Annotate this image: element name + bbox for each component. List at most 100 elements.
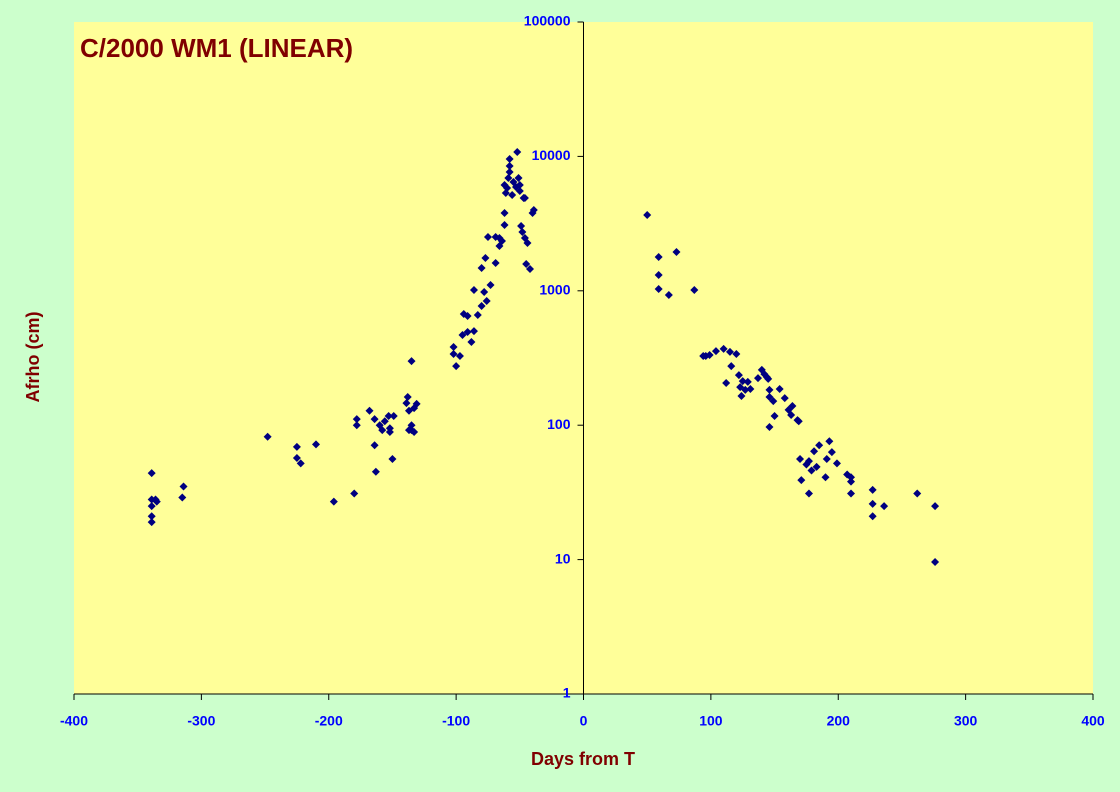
x-tick-label: 400: [1081, 713, 1105, 729]
point: [352, 421, 361, 430]
point: [503, 183, 512, 192]
point: [722, 379, 731, 388]
point: [517, 222, 526, 231]
point: [643, 211, 652, 220]
point: [480, 288, 489, 297]
y-tick-label: 100: [547, 416, 571, 432]
point: [483, 233, 492, 242]
y-tick-label: 10: [555, 550, 571, 566]
point: [296, 459, 305, 468]
point: [812, 462, 821, 471]
y-tick-label: 10000: [532, 147, 571, 163]
point: [482, 297, 491, 306]
point: [746, 384, 755, 393]
point: [497, 236, 506, 245]
point: [463, 312, 472, 321]
point: [832, 459, 841, 468]
point: [486, 281, 495, 290]
point: [371, 467, 380, 476]
point: [452, 362, 461, 371]
point: [388, 455, 397, 464]
x-tick-label: -200: [315, 713, 343, 729]
x-tick-label: 0: [580, 713, 588, 729]
point: [147, 518, 156, 527]
point: [500, 208, 509, 217]
point: [764, 374, 773, 383]
point: [664, 290, 673, 299]
point: [515, 186, 524, 195]
point: [500, 220, 509, 229]
point: [741, 385, 750, 394]
point: [727, 362, 736, 371]
point: [822, 455, 831, 464]
point: [477, 263, 486, 272]
point: [743, 377, 752, 386]
x-tick-label: 300: [954, 713, 978, 729]
point: [389, 412, 398, 421]
point: [370, 415, 379, 424]
point: [292, 454, 301, 463]
point: [529, 206, 538, 215]
point: [504, 174, 513, 183]
y-axis-title: Afrho (cm): [23, 312, 43, 403]
point: [410, 428, 419, 437]
point: [770, 412, 779, 421]
x-axis-title: Days from T: [531, 749, 635, 769]
point: [463, 327, 472, 336]
point: [370, 441, 379, 450]
point: [804, 457, 813, 466]
y-tick-label: 1000: [539, 282, 570, 298]
point: [385, 428, 394, 437]
point: [810, 447, 819, 456]
point: [738, 377, 747, 386]
point: [654, 285, 663, 294]
point: [449, 342, 458, 351]
point: [473, 310, 482, 319]
point: [526, 264, 535, 273]
x-tick-label: -300: [187, 713, 215, 729]
point: [846, 473, 855, 482]
point: [931, 502, 940, 511]
point: [505, 154, 514, 163]
point: [690, 285, 699, 294]
x-tick-label: -100: [442, 713, 470, 729]
point: [769, 397, 778, 406]
point: [868, 485, 877, 494]
point: [775, 384, 784, 393]
point: [765, 422, 774, 431]
point: [868, 512, 877, 521]
point: [825, 437, 834, 446]
point: [788, 401, 797, 410]
point: [329, 497, 338, 506]
point: [514, 174, 523, 183]
x-tick-label: -400: [60, 713, 88, 729]
point: [513, 147, 522, 156]
point: [711, 347, 720, 356]
point: [352, 415, 361, 424]
point: [846, 489, 855, 498]
point: [796, 455, 805, 464]
point: [350, 489, 359, 498]
point: [515, 181, 524, 190]
point: [467, 337, 476, 346]
point: [505, 167, 514, 176]
point: [672, 247, 681, 256]
point: [508, 190, 517, 199]
point: [737, 391, 746, 400]
point: [403, 393, 412, 402]
point: [147, 502, 156, 511]
point: [292, 442, 301, 451]
point: [449, 349, 458, 358]
point: [765, 385, 774, 394]
point: [152, 497, 161, 506]
point: [787, 411, 796, 420]
point: [931, 557, 940, 566]
point: [719, 344, 728, 353]
point: [522, 259, 531, 268]
point: [407, 357, 416, 366]
point: [868, 499, 877, 508]
point: [518, 227, 527, 236]
point: [402, 399, 411, 408]
point: [384, 412, 393, 421]
